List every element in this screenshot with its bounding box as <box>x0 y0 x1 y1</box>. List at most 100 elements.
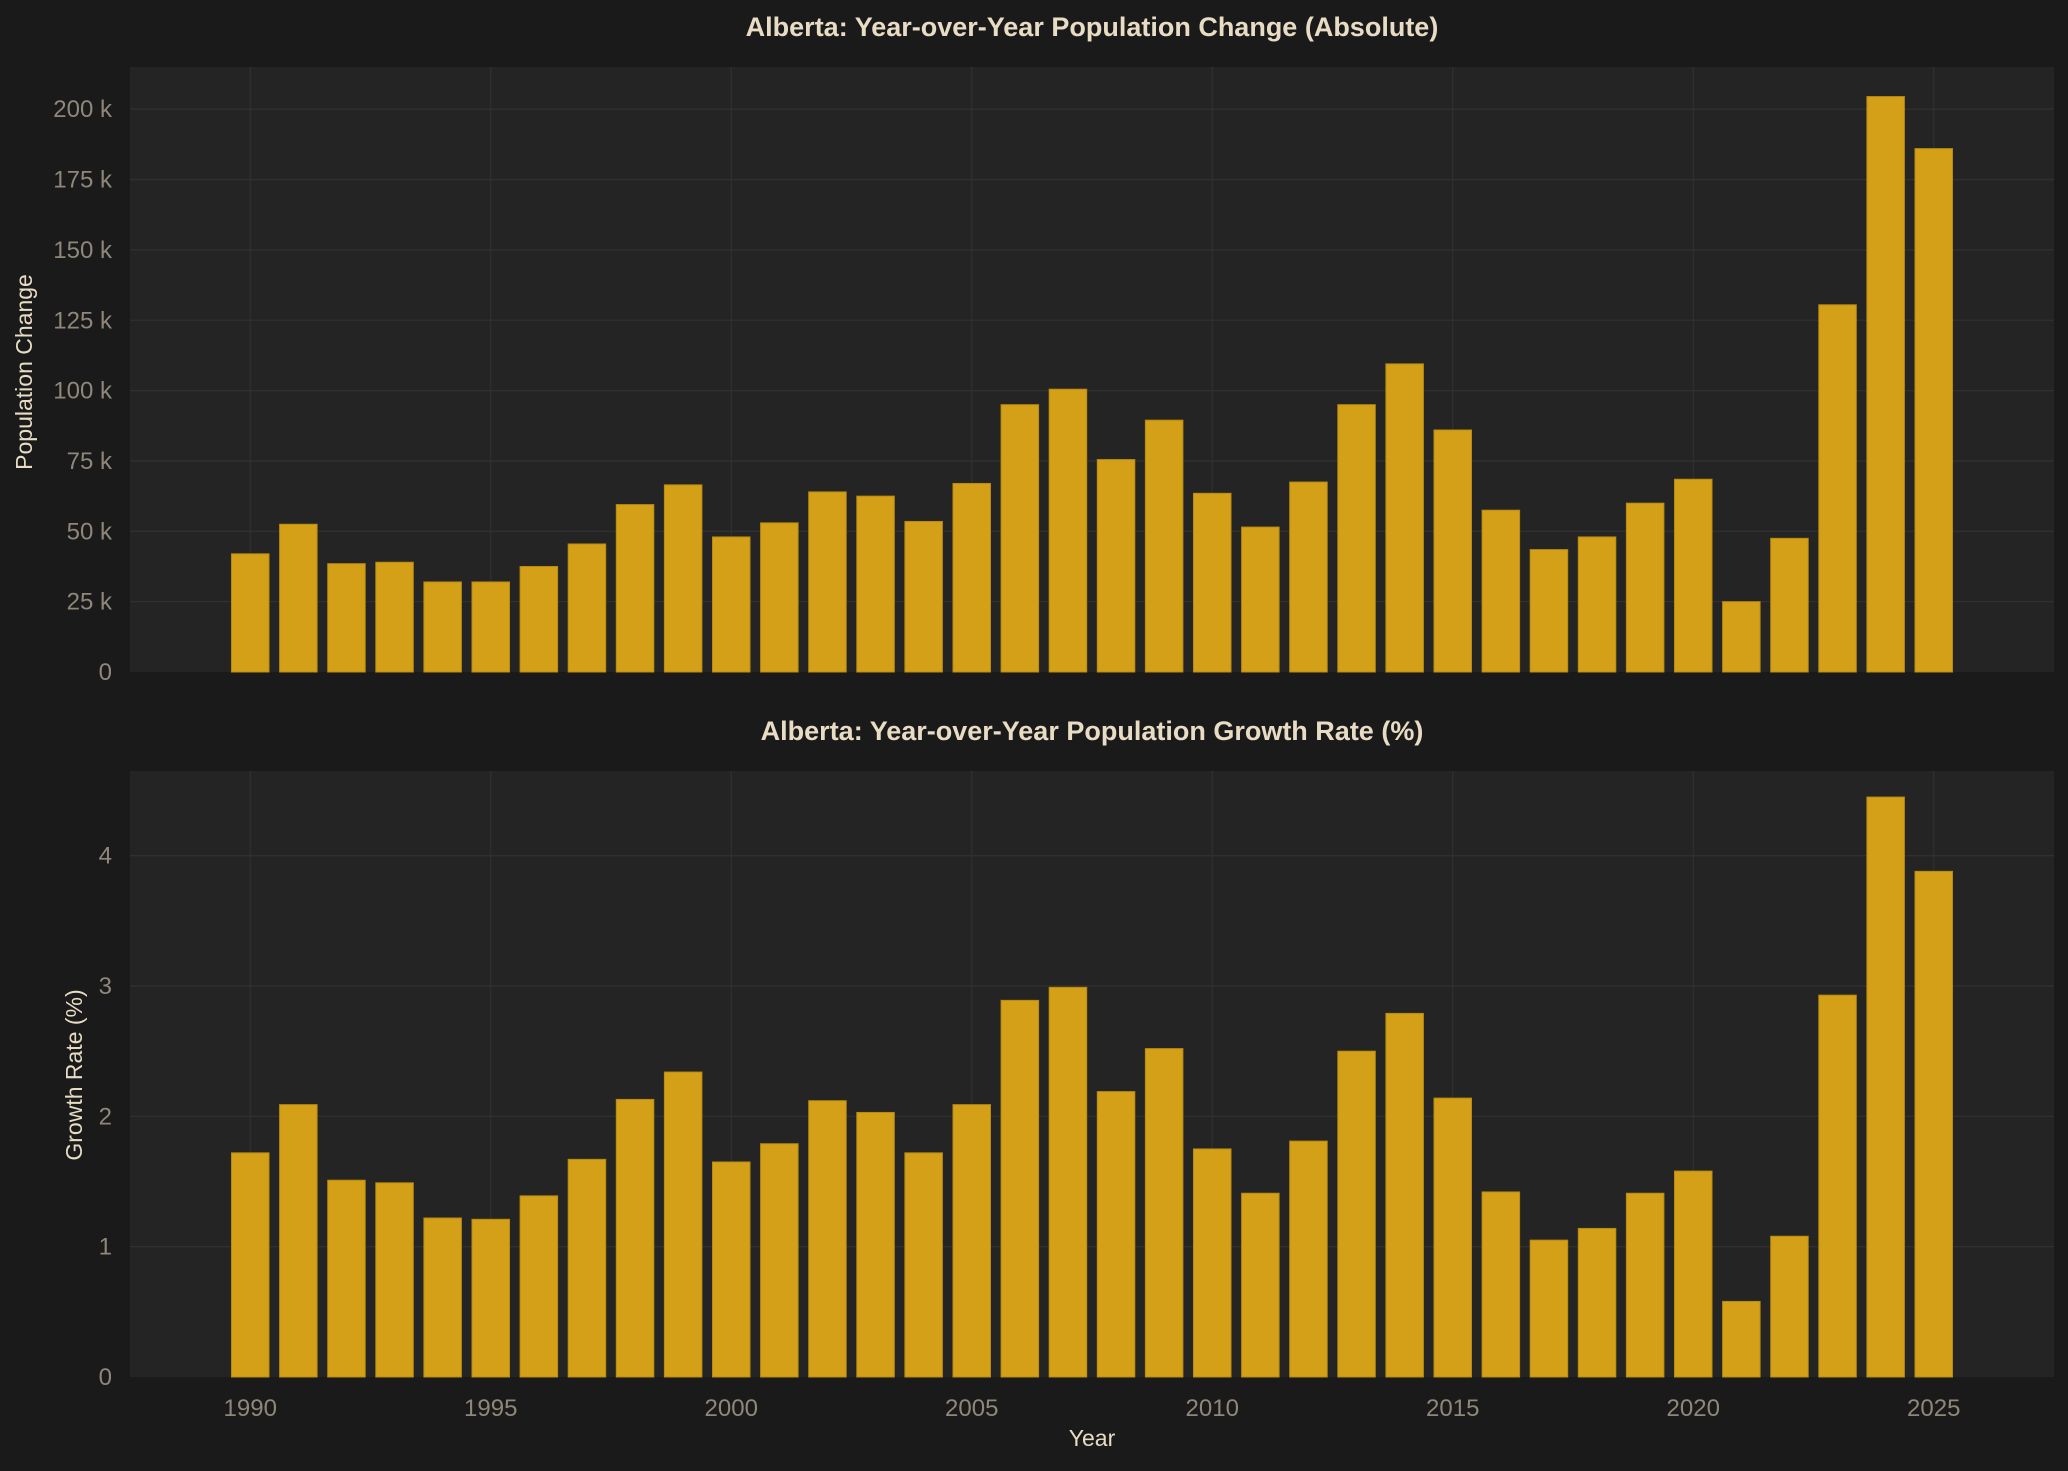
x-tick-label-1990: 1990 <box>224 1395 277 1422</box>
population-change-bar-1994 <box>423 581 462 673</box>
population-change-bar-2009 <box>1144 419 1184 673</box>
growth-rate-bar-1994 <box>423 1217 462 1378</box>
population-change-y-tick-label: 0 <box>99 659 112 686</box>
population-change-bar-2011 <box>1241 526 1280 673</box>
population-change-bar-2000 <box>711 536 751 673</box>
population-change-bar-2014 <box>1385 363 1424 673</box>
population-change-y-tick-label: 100 k <box>53 378 113 405</box>
growth-rate-bar-2005 <box>952 1104 992 1378</box>
population-change-bar-2010 <box>1192 492 1232 673</box>
growth-rate-bar-2015 <box>1433 1097 1473 1378</box>
population-change-bar-2016 <box>1481 509 1521 673</box>
growth-rate-bar-2006 <box>1000 999 1040 1378</box>
growth-rate-bar-2011 <box>1241 1192 1280 1378</box>
population-change-bar-1996 <box>519 565 559 673</box>
population-change-bar-2001 <box>760 522 799 673</box>
growth-rate-plot-area <box>130 771 2054 1377</box>
population-change-bar-2020 <box>1673 478 1713 673</box>
growth-rate-bar-1993 <box>375 1182 414 1378</box>
population-change-title: Alberta: Year-over-Year Population Chang… <box>746 12 1439 42</box>
growth-rate-title: Alberta: Year-over-Year Population Growt… <box>761 716 1424 746</box>
growth-rate-bar-2007 <box>1048 986 1088 1378</box>
population-change-bar-1992 <box>327 563 366 673</box>
growth-rate-y-tick-label: 1 <box>99 1234 112 1261</box>
population-change-bar-2021 <box>1722 601 1761 673</box>
growth-rate-bar-2021 <box>1722 1300 1761 1378</box>
population-change-bar-2023 <box>1818 304 1857 673</box>
x-tick-label-2005: 2005 <box>945 1395 998 1422</box>
population-change-bars <box>230 96 1954 673</box>
population-change-bar-1993 <box>375 561 414 673</box>
x-tick-label-2025: 2025 <box>1907 1395 1960 1422</box>
growth-rate-bar-2017 <box>1529 1239 1569 1378</box>
population-change-y-tick-label: 150 k <box>53 237 113 264</box>
growth-rate-y-tick-label: 0 <box>99 1364 112 1391</box>
population-change-bar-2004 <box>904 520 943 673</box>
population-change-bar-2012 <box>1289 481 1328 673</box>
growth-rate-bar-1992 <box>327 1179 366 1378</box>
growth-rate-bar-2013 <box>1337 1050 1376 1378</box>
growth-rate-bar-2019 <box>1625 1192 1665 1378</box>
population-change-bar-2015 <box>1433 429 1473 673</box>
x-axis-label: Year <box>1069 1425 1116 1451</box>
population-change-bar-2025 <box>1914 148 1954 673</box>
growth-rate-bar-2001 <box>760 1143 799 1378</box>
x-tick-label-1995: 1995 <box>464 1395 517 1422</box>
growth-rate-bar-2020 <box>1673 1170 1713 1378</box>
population-change-bar-2019 <box>1625 502 1665 673</box>
population-change-bar-1995 <box>471 581 511 673</box>
population-change-bar-2017 <box>1529 549 1569 673</box>
population-change-bar-2002 <box>808 491 847 673</box>
population-change-y-tick-label: 75 k <box>67 448 113 475</box>
growth-rate-bar-1997 <box>567 1158 607 1378</box>
population-change-bar-2013 <box>1337 404 1376 673</box>
growth-rate-y-tick-label: 2 <box>99 1103 112 1130</box>
population-change-bar-1991 <box>279 523 318 673</box>
population-change-bar-2007 <box>1048 388 1088 673</box>
growth-rate-bar-2023 <box>1818 994 1857 1378</box>
growth-rate-bar-2004 <box>904 1152 943 1378</box>
growth-rate-bar-2003 <box>856 1111 895 1378</box>
growth-rate-bar-2008 <box>1096 1091 1136 1378</box>
population-change-bar-2024 <box>1866 96 1905 673</box>
growth-rate-y-axis-label: Growth Rate (%) <box>61 989 87 1160</box>
population-change-bar-2018 <box>1577 536 1617 673</box>
growth-rate-bar-2012 <box>1289 1140 1328 1378</box>
population-change-y-axis-label: Population Change <box>11 274 37 470</box>
growth-rate-bar-1990 <box>230 1152 270 1378</box>
growth-rate-y-tick-label: 4 <box>99 843 112 870</box>
population-change-y-tick-label: 125 k <box>53 307 113 334</box>
population-change-y-tick-label: 25 k <box>67 589 113 616</box>
growth-rate-bar-2010 <box>1192 1148 1232 1378</box>
growth-rate-bar-2016 <box>1481 1191 1521 1378</box>
growth-rate-bar-2000 <box>711 1161 751 1378</box>
population-change-panel: Alberta: Year-over-Year Population Chang… <box>11 12 2054 686</box>
growth-rate-y-ticks: 0 1 2 3 4 <box>99 843 112 1391</box>
growth-rate-bar-1991 <box>279 1104 318 1378</box>
population-change-bar-2003 <box>856 495 895 673</box>
growth-rate-bar-2002 <box>808 1100 847 1378</box>
population-change-bar-1998 <box>615 504 655 673</box>
population-change-bar-1997 <box>567 543 607 673</box>
growth-rate-bar-1998 <box>615 1098 655 1378</box>
population-change-bar-2022 <box>1770 537 1809 673</box>
growth-rate-bar-2009 <box>1144 1048 1184 1378</box>
population-change-y-tick-label: 200 k <box>53 96 113 123</box>
population-change-y-tick-label: 50 k <box>67 518 113 545</box>
population-change-bar-1990 <box>230 553 270 673</box>
population-change-bar-1999 <box>663 484 703 673</box>
population-change-bar-2008 <box>1096 459 1136 673</box>
growth-rate-bar-2014 <box>1385 1012 1424 1378</box>
population-change-bar-2005 <box>952 482 992 673</box>
growth-rate-bar-2024 <box>1866 796 1905 1378</box>
population-change-y-ticks: 0 25 k 50 k 75 k 100 k 125 k 150 k 175 k 200 k <box>53 96 113 686</box>
population-change-bar-2006 <box>1000 404 1040 673</box>
x-tick-label-2000: 2000 <box>705 1395 758 1422</box>
x-tick-label-2015: 2015 <box>1426 1395 1479 1422</box>
growth-rate-bar-2022 <box>1770 1235 1809 1378</box>
growth-rate-y-tick-label: 3 <box>99 973 112 1000</box>
growth-rate-bar-1995 <box>471 1218 511 1378</box>
x-ticks: 1990 1995 2000 2005 2010 2015 2020 2025 <box>224 1395 1961 1422</box>
growth-rate-bar-1999 <box>663 1071 703 1378</box>
